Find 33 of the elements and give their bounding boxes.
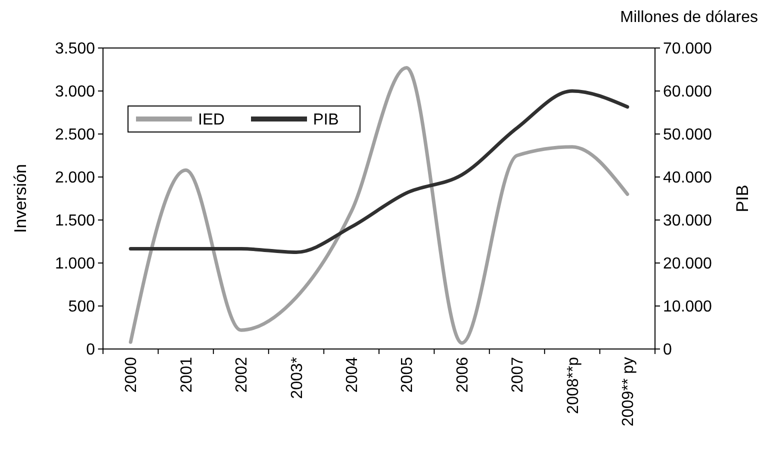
y-tick-label: 0 xyxy=(86,342,96,359)
legend-label: PIB xyxy=(313,112,339,129)
y2-tick-label: 0 xyxy=(663,342,672,359)
y2-axis-title: PIB xyxy=(733,184,752,212)
y-tick-label: 500 xyxy=(68,298,96,316)
y-tick-label: 2.000 xyxy=(54,170,96,187)
y-tick-label: 3.000 xyxy=(54,84,96,101)
line-series xyxy=(128,66,630,345)
y2-tick-label: 70.000 xyxy=(663,40,712,58)
x-tick-label: 2000 xyxy=(123,356,140,393)
x-tick-label: 2008**p xyxy=(564,356,582,414)
y-tick-label: 3.500 xyxy=(54,40,96,58)
x-tick-label: 2001 xyxy=(178,356,196,393)
y2-tick-label: 30.000 xyxy=(663,212,712,230)
y-tick-label: 1.000 xyxy=(54,256,96,273)
y2-tick-label: 10.000 xyxy=(663,298,712,316)
x-tick-label: 2003* xyxy=(288,357,306,399)
y-axis-title: Inversión xyxy=(11,164,30,233)
y2-tick-label: 40.000 xyxy=(663,170,712,187)
x-tick-label: 2009** py xyxy=(620,357,637,426)
text: Millones de dólares xyxy=(620,9,758,26)
y2-tick-label: 20.000 xyxy=(663,256,712,273)
y-tick-label: 2.500 xyxy=(54,126,96,144)
x-tick-label: 2005 xyxy=(399,356,416,393)
x-tick-label: 2006 xyxy=(454,356,472,393)
y2-tick-label: 60.000 xyxy=(663,84,712,101)
y2-tick-label: 50.000 xyxy=(663,126,712,144)
x-tick-label: 2004 xyxy=(344,356,361,393)
y-tick-label: 1.500 xyxy=(54,212,96,230)
legend-label: IED xyxy=(198,112,225,129)
line-series xyxy=(128,89,630,254)
x-tick-label: 2002 xyxy=(234,356,251,393)
x-tick-label: 2007 xyxy=(510,356,527,393)
